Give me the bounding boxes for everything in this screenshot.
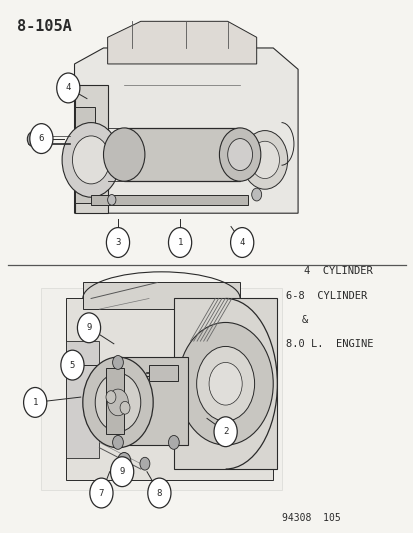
Circle shape <box>209 362 242 405</box>
Circle shape <box>250 141 279 179</box>
Circle shape <box>120 401 130 414</box>
Text: 6: 6 <box>39 134 44 143</box>
Circle shape <box>168 228 191 257</box>
Circle shape <box>77 313 100 343</box>
Circle shape <box>214 417 237 447</box>
Polygon shape <box>118 357 188 445</box>
Circle shape <box>61 350 84 380</box>
Polygon shape <box>107 21 256 64</box>
Circle shape <box>147 478 171 508</box>
Polygon shape <box>173 298 277 469</box>
Circle shape <box>178 322 273 445</box>
Polygon shape <box>74 48 297 213</box>
Circle shape <box>110 457 133 487</box>
Circle shape <box>95 373 140 432</box>
Text: 5: 5 <box>70 361 75 369</box>
Text: 8-105A: 8-105A <box>17 19 71 34</box>
Circle shape <box>106 391 116 403</box>
Text: 6-8  CYLINDER: 6-8 CYLINDER <box>285 291 366 301</box>
Text: 94308  105: 94308 105 <box>281 513 339 523</box>
Circle shape <box>112 435 123 449</box>
Circle shape <box>27 132 39 147</box>
Polygon shape <box>66 341 99 458</box>
Polygon shape <box>74 85 107 213</box>
Polygon shape <box>105 368 124 434</box>
Circle shape <box>227 139 252 171</box>
Polygon shape <box>41 288 281 490</box>
Text: 2: 2 <box>223 427 228 436</box>
Polygon shape <box>91 195 248 205</box>
Circle shape <box>107 195 116 205</box>
Circle shape <box>112 356 123 369</box>
Text: &: & <box>301 315 308 325</box>
Circle shape <box>196 346 254 421</box>
Polygon shape <box>66 298 273 480</box>
Polygon shape <box>83 282 240 309</box>
Text: 4: 4 <box>66 84 71 92</box>
Text: 1: 1 <box>177 238 182 247</box>
Polygon shape <box>74 107 95 203</box>
Circle shape <box>251 188 261 201</box>
Circle shape <box>140 457 150 470</box>
Circle shape <box>24 387 47 417</box>
Circle shape <box>30 124 53 154</box>
Circle shape <box>103 128 145 181</box>
Polygon shape <box>149 365 178 381</box>
Polygon shape <box>124 128 240 181</box>
Circle shape <box>62 123 120 197</box>
Text: 9: 9 <box>86 324 91 332</box>
Text: 4: 4 <box>239 238 244 247</box>
Circle shape <box>72 136 109 184</box>
Circle shape <box>107 389 128 416</box>
Text: 4  CYLINDER: 4 CYLINDER <box>304 266 372 276</box>
Circle shape <box>106 228 129 257</box>
Text: 8: 8 <box>157 489 161 497</box>
Circle shape <box>219 128 260 181</box>
Circle shape <box>242 131 287 189</box>
Text: 9: 9 <box>119 467 124 476</box>
Text: 8.0 L.  ENGINE: 8.0 L. ENGINE <box>285 339 372 349</box>
Text: 1: 1 <box>33 398 38 407</box>
Circle shape <box>90 478 113 508</box>
Circle shape <box>57 73 80 103</box>
Text: 3: 3 <box>115 238 120 247</box>
Text: 7: 7 <box>99 489 104 497</box>
Circle shape <box>168 435 179 449</box>
Circle shape <box>117 453 131 470</box>
Circle shape <box>83 357 153 448</box>
Circle shape <box>230 228 253 257</box>
